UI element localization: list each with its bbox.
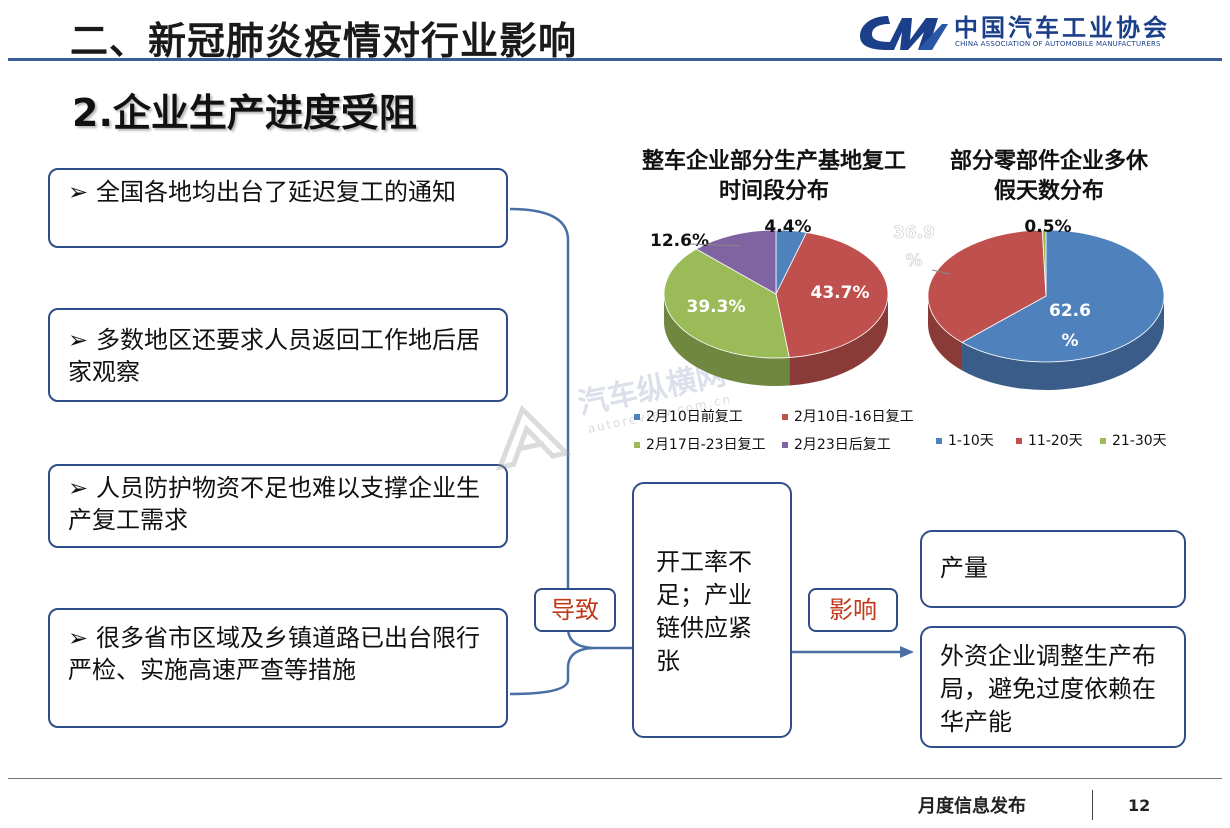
logo-english-name: CHINA ASSOCIATION OF AUTOMOBILE MANUFACT…: [955, 40, 1161, 48]
cause-text: 多数地区还要求人员返回工作地后居家观察: [68, 326, 480, 386]
legend-label: 2月10日前复工: [646, 409, 743, 425]
legend-item: 2月17日-23日复工: [634, 434, 766, 454]
watermark-logo-icon: [495, 404, 572, 471]
footer-divider: [8, 778, 1222, 779]
pie-data-label: 43.7%: [811, 283, 870, 303]
bullet-icon: ➢: [68, 326, 89, 354]
cause-text: 人员防护物资不足也难以支撑企业生产复工需求: [68, 474, 480, 534]
pie-slice-4: [695, 229, 777, 295]
chart1-legend: 2月10日前复工 2月10日-16日复工 2月17日-23日复工 2月23日后复工: [632, 404, 952, 460]
legend-swatch: [634, 414, 640, 420]
cause-box-3: ➢ 人员防护物资不足也难以支撑企业生产复工需求: [48, 464, 508, 548]
legend-swatch: [1016, 438, 1022, 444]
cause-box-4: ➢ 很多省市区域及乡镇道路已出台限行严检、实施高速严查等措施: [48, 608, 508, 728]
pie-slice-2: [775, 231, 889, 358]
legend-label: 2月10日-16日复工: [794, 409, 914, 425]
pie-data-label: 62.6%: [1049, 301, 1091, 351]
legend-swatch: [936, 438, 942, 444]
bullet-icon: ➢: [68, 474, 89, 502]
chart1-title: 整车企业部分生产基地复工时间段分布: [641, 148, 906, 204]
pie-slice-side: [789, 294, 888, 386]
header-divider: [8, 58, 1222, 61]
main-title: 二、新冠肺炎疫情对行业影响: [70, 19, 578, 63]
caam-logo: 中国汽车工业协会 CHINA ASSOCIATION OF AUTOMOBILE…: [858, 8, 1188, 54]
leader-line: [931, 269, 951, 275]
legend-item: 11-20天: [1016, 430, 1083, 450]
chart2-legend: 1-10天 11-20天 21-30天: [936, 428, 1196, 452]
pie-slice-side: [928, 296, 963, 371]
middle-effect-box: 开工率不足；产业链供应紧张: [632, 482, 792, 738]
pie-data-label: 4.4%: [764, 217, 811, 237]
pie-slice-3: [663, 248, 790, 359]
legend-item: 1-10天: [936, 430, 994, 450]
outcome-box-foreign-investment: 外资企业调整生产布局，避免过度依赖在华产能: [920, 626, 1186, 748]
affect-arrow-head: [900, 646, 914, 658]
brace-connector: [509, 207, 597, 696]
bullet-icon: ➢: [68, 624, 89, 652]
footer-label: 月度信息发布: [918, 796, 1026, 817]
legend-swatch: [782, 442, 788, 448]
watermark: 汽车纵横网 autoreview.com.cn: [479, 346, 752, 488]
legend-label: 21-30天: [1112, 433, 1167, 449]
caam-logo-icon: [860, 16, 948, 50]
legend-item: 2月23日后复工: [782, 434, 891, 454]
chart2-title: 部分零部件企业多休假天数分布: [949, 148, 1148, 204]
pie-data-label: 12.6%: [650, 231, 709, 251]
logo-chinese-name: 中国汽车工业协会: [954, 14, 1170, 42]
pie-data-label: 0.5%: [1024, 217, 1071, 237]
outcome-box-output: 产量: [920, 530, 1186, 608]
page-number: 12: [1128, 796, 1151, 815]
legend-label: 1-10天: [948, 433, 994, 449]
cause-text: 很多省市区域及乡镇道路已出台限行严检、实施高速严查等措施: [68, 624, 480, 684]
legend-item: 2月10日前复工: [634, 406, 743, 426]
legend-item: 2月10日-16日复工: [782, 406, 914, 426]
legend-swatch: [1100, 438, 1106, 444]
legend-swatch: [634, 442, 640, 448]
legend-label: 2月17日-23日复工: [646, 437, 766, 453]
pie-slice-2: [927, 229, 1047, 343]
pie-data-label: 36.9%: [893, 223, 935, 271]
chart2-pie: 62.6 % 36.9 % 0.5%: [893, 217, 1165, 390]
pie-slice-side: [962, 296, 1164, 390]
lead-to-label: 导致: [534, 588, 616, 632]
chart1-pie: 4.4% 43.7% 39.3% 12.6%: [650, 217, 889, 386]
cause-box-2: ➢ 多数地区还要求人员返回工作地后居家观察: [48, 308, 508, 402]
pie-slice-1: [961, 229, 1165, 363]
affect-label: 影响: [808, 588, 898, 632]
section-title: 2.企业生产进度受阻: [72, 91, 417, 135]
cause-text: 全国各地均出台了延迟复工的通知: [96, 178, 456, 206]
cause-box-1: ➢ 全国各地均出台了延迟复工的通知: [48, 168, 508, 248]
legend-swatch: [782, 414, 788, 420]
pie-data-label: 39.3%: [687, 297, 746, 317]
pie-slice-3: [1041, 229, 1047, 297]
leader-line: [689, 243, 741, 247]
legend-label: 11-20天: [1028, 433, 1083, 449]
pie-slice-side: [664, 294, 790, 386]
legend-label: 2月23日后复工: [794, 437, 891, 453]
footer-separator: [1092, 790, 1093, 820]
bullet-icon: ➢: [68, 178, 89, 206]
legend-item: 21-30天: [1100, 430, 1167, 450]
